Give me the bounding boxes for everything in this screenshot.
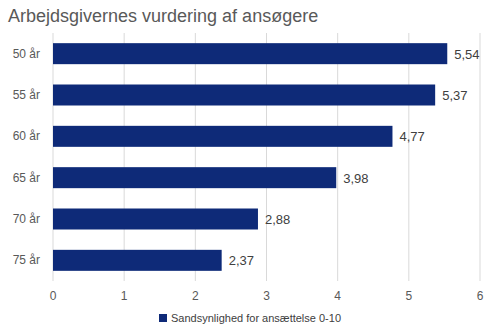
tick-label: 5 (405, 289, 412, 303)
tick-label: 2 (192, 289, 199, 303)
tick-label: 0 (50, 289, 57, 303)
legend-label: Sandsynlighed for ansættelse 0-10 (171, 312, 341, 324)
category-label: 65 år (13, 171, 40, 185)
category-label: 70 år (13, 212, 40, 226)
tick-label: 3 (263, 289, 270, 303)
bar (53, 250, 222, 271)
tick-label: 6 (477, 289, 484, 303)
grid-line (337, 33, 338, 281)
data-label: 2,88 (265, 212, 290, 227)
category-label: 50 år (13, 47, 40, 61)
grid-line (408, 33, 409, 281)
data-label: 5,37 (442, 88, 467, 103)
data-labels: 5,54 5,37 4,77 3,98 2,88 2,37 (229, 47, 480, 269)
tick-label: 1 (121, 289, 128, 303)
title: Arbejdsgivernes vurdering af ansøgere (8, 6, 318, 26)
bar (53, 126, 392, 147)
data-label: 3,98 (343, 171, 368, 186)
data-label: 5,54 (454, 47, 479, 62)
data-label: 2,37 (229, 253, 254, 268)
bars (53, 43, 447, 271)
grid-line (195, 33, 196, 281)
tick-label: 4 (334, 289, 341, 303)
bar (53, 209, 258, 230)
category-label: 75 år (13, 253, 40, 267)
data-label: 4,77 (399, 129, 424, 144)
bar (53, 43, 447, 64)
legend-swatch (159, 314, 167, 322)
grid-line (124, 33, 125, 281)
bar (53, 85, 435, 106)
bar (53, 167, 336, 188)
category-label: 55 år (13, 88, 40, 102)
grid-line (53, 33, 54, 281)
x-axis: 0 1 2 3 4 5 6 (50, 33, 484, 303)
chart: Arbejdsgivernes vurdering af ansøgere 0 1 2… (0, 0, 500, 332)
grid-line (266, 33, 267, 281)
category-label: 60 år (13, 129, 40, 143)
legend: Sandsynlighed for ansættelse 0-10 (159, 312, 341, 324)
grid-line (480, 33, 481, 281)
